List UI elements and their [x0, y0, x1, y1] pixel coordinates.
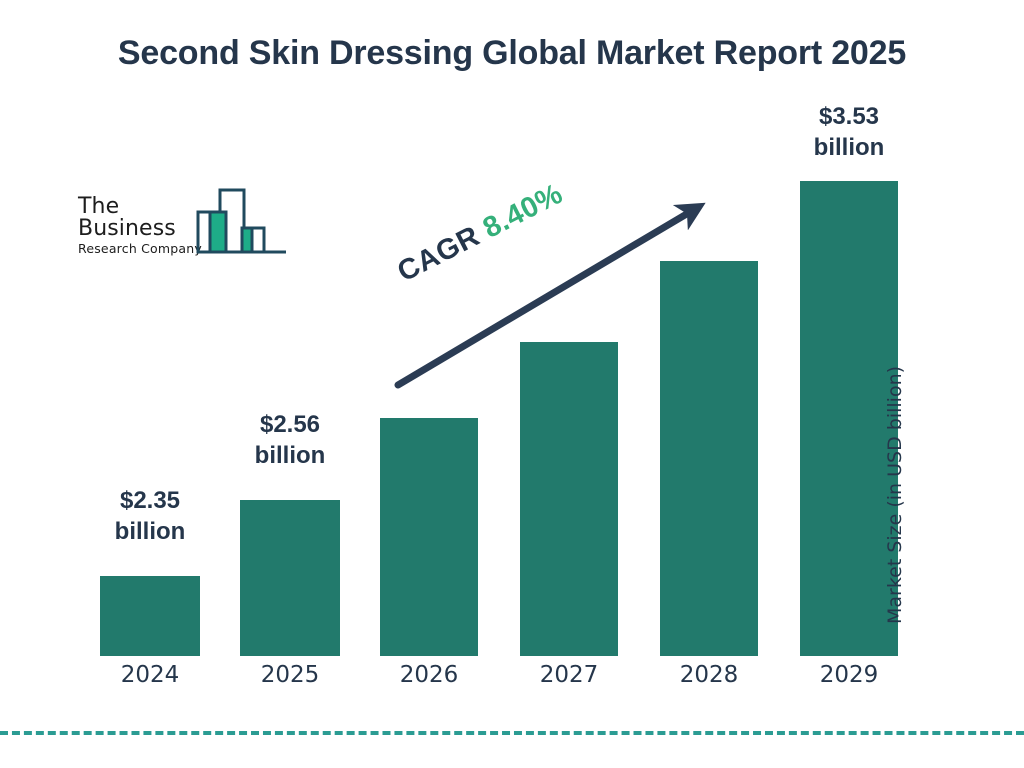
bar-value-label-2029-line1: $3.53	[818, 103, 880, 130]
bar-2028	[660, 261, 758, 656]
x-tick-2027: 2027	[539, 662, 599, 688]
bar-2029	[800, 181, 898, 656]
x-tick-2029: 2029	[819, 662, 879, 688]
x-tick-2028: 2028	[679, 662, 739, 688]
bar-chart-logo-mark	[196, 188, 286, 254]
logo-line-2: Research Company	[78, 241, 202, 256]
company-logo: The Business Research Company	[78, 186, 288, 258]
bar-2027	[520, 342, 618, 656]
bar-value-label-2025-line1: $2.56	[259, 411, 321, 438]
x-tick-2025: 2025	[260, 662, 320, 688]
bar-value-label-2025: $2.56 billion	[230, 410, 350, 471]
logo-text: The Business Research Company	[78, 196, 204, 256]
bar-value-label-2024: $2.35 billion	[90, 486, 210, 547]
bar-2024	[100, 576, 200, 656]
x-tick-2026: 2026	[399, 662, 459, 688]
logo-line-1: The Business	[78, 194, 176, 241]
bar-value-label-2024-line2: billion	[114, 517, 186, 545]
bottom-divider	[0, 731, 1024, 735]
bar-value-label-2029-line2: billion	[813, 133, 885, 161]
page-title: Second Skin Dressing Global Market Repor…	[117, 34, 907, 72]
y-axis-title: Market Size (in USD billion)	[884, 365, 906, 625]
bar-value-label-2029: $3.53 billion	[789, 102, 909, 163]
bar-2025	[240, 500, 340, 656]
bar-value-label-2025-line2: billion	[254, 441, 326, 469]
x-tick-2024: 2024	[120, 662, 180, 688]
bar-value-label-2024-line1: $2.35	[119, 487, 181, 514]
bar-2026	[380, 418, 478, 656]
